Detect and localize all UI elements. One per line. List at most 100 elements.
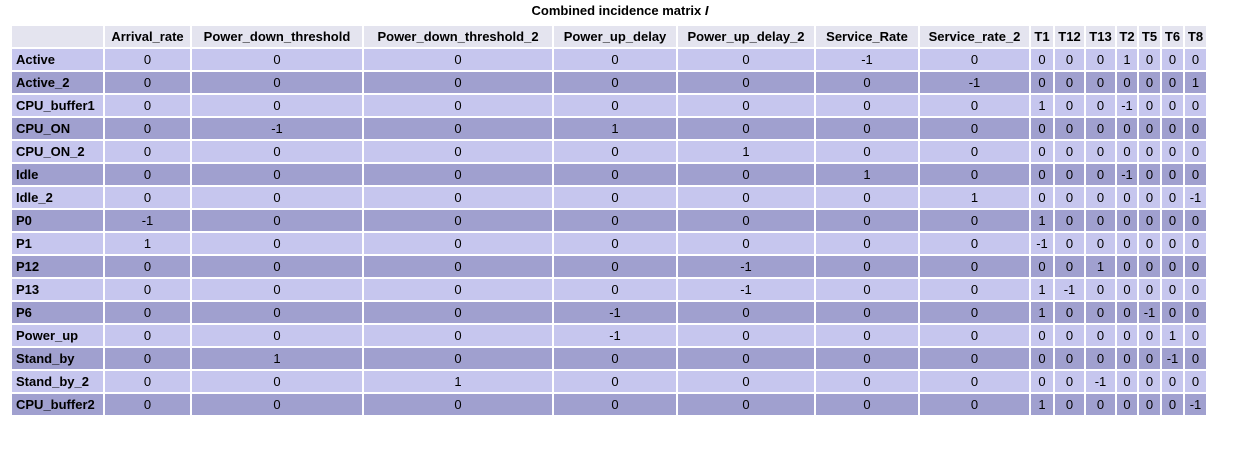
matrix-cell: 0	[1031, 72, 1053, 93]
matrix-cell: 0	[1031, 164, 1053, 185]
matrix-cell: 0	[816, 279, 918, 300]
column-header-t12: T12	[1055, 26, 1084, 47]
matrix-cell: 0	[816, 118, 918, 139]
matrix-row-p13: P13 0 0 0 0 -1 0 0 1 -1 0 0 0 0 0	[12, 279, 1206, 300]
matrix-cell: 0	[1162, 118, 1183, 139]
matrix-cell: 0	[192, 210, 362, 231]
matrix-cell: 0	[1162, 49, 1183, 70]
matrix-row-idle: Idle 0 0 0 0 0 1 0 0 0 0 -1 0 0 0	[12, 164, 1206, 185]
matrix-cell: 0	[364, 256, 552, 277]
matrix-cell: 0	[364, 348, 552, 369]
matrix-cell: 0	[1139, 187, 1160, 208]
column-header-t2: T2	[1117, 26, 1137, 47]
matrix-cell: 0	[554, 256, 676, 277]
matrix-cell: 0	[192, 187, 362, 208]
matrix-row-active: Active 0 0 0 0 0 -1 0 0 0 0 1 0 0 0	[12, 49, 1206, 70]
matrix-cell: 0	[1139, 256, 1160, 277]
matrix-cell: 0	[105, 118, 190, 139]
matrix-cell: 0	[192, 233, 362, 254]
matrix-cell: 0	[1055, 302, 1084, 323]
matrix-cell: 0	[1086, 95, 1115, 116]
matrix-cell: 1	[816, 164, 918, 185]
matrix-cell: 0	[364, 118, 552, 139]
matrix-cell: 0	[1031, 325, 1053, 346]
matrix-cell: 0	[1086, 210, 1115, 231]
row-header-p1: P1	[12, 233, 103, 254]
matrix-cell: 0	[554, 279, 676, 300]
row-header-stand-by: Stand_by	[12, 348, 103, 369]
matrix-cell: 0	[920, 118, 1029, 139]
matrix-title-text: Combined incidence matrix	[531, 3, 705, 18]
matrix-row-p1: P1 1 0 0 0 0 0 0 -1 0 0 0 0 0 0	[12, 233, 1206, 254]
matrix-cell: 0	[1086, 187, 1115, 208]
matrix-cell: 0	[192, 49, 362, 70]
column-header-t8: T8	[1185, 26, 1206, 47]
matrix-cell: 0	[1139, 164, 1160, 185]
matrix-cell: 0	[105, 302, 190, 323]
matrix-cell: 0	[105, 279, 190, 300]
matrix-row-p6: P6 0 0 0 -1 0 0 0 1 0 0 0 -1 0 0	[12, 302, 1206, 323]
matrix-cell: 0	[364, 302, 552, 323]
matrix-cell: 0	[920, 95, 1029, 116]
matrix-cell: 1	[364, 371, 552, 392]
matrix-cell: -1	[1117, 95, 1137, 116]
matrix-cell: 0	[816, 394, 918, 415]
matrix-cell: -1	[1117, 164, 1137, 185]
incidence-matrix-container: Arrival_rate Power_down_threshold Power_do…	[10, 24, 1208, 417]
matrix-cell: 0	[816, 95, 918, 116]
matrix-cell: -1	[192, 118, 362, 139]
column-header-t1: T1	[1031, 26, 1053, 47]
matrix-cell: 0	[1117, 141, 1137, 162]
matrix-cell: 0	[816, 141, 918, 162]
matrix-cell: 0	[678, 164, 814, 185]
matrix-cell: 0	[920, 49, 1029, 70]
matrix-cell: -1	[678, 279, 814, 300]
matrix-cell: -1	[1185, 394, 1206, 415]
matrix-cell: 0	[192, 371, 362, 392]
matrix-cell: 0	[920, 325, 1029, 346]
column-header-power-up-delay-2: Power_up_delay_2	[678, 26, 814, 47]
matrix-cell: 0	[1162, 394, 1183, 415]
matrix-cell: 0	[1162, 371, 1183, 392]
matrix-cell: 0	[364, 233, 552, 254]
matrix-cell: 0	[920, 394, 1029, 415]
row-header-p12: P12	[12, 256, 103, 277]
matrix-cell: 0	[554, 164, 676, 185]
row-header-stand-by-2: Stand_by_2	[12, 371, 103, 392]
matrix-cell: 0	[364, 49, 552, 70]
matrix-cell: -1	[105, 210, 190, 231]
matrix-cell: 0	[105, 371, 190, 392]
matrix-cell: 0	[1139, 210, 1160, 231]
matrix-body: Active 0 0 0 0 0 -1 0 0 0 0 1 0 0 0 Active_2 0 0 0 0 0 0 -1 0 0 0…	[12, 49, 1206, 415]
matrix-cell: 1	[1117, 49, 1137, 70]
matrix-cell: 0	[1055, 141, 1084, 162]
matrix-cell: 0	[678, 233, 814, 254]
matrix-cell: 0	[1055, 394, 1084, 415]
row-header-p13: P13	[12, 279, 103, 300]
matrix-cell: 0	[1139, 279, 1160, 300]
matrix-cell: 0	[920, 164, 1029, 185]
matrix-cell: 0	[1185, 325, 1206, 346]
matrix-cell: 0	[1162, 141, 1183, 162]
matrix-cell: -1	[1031, 233, 1053, 254]
matrix-cell: 0	[364, 72, 552, 93]
matrix-cell: 0	[1117, 371, 1137, 392]
matrix-cell: 0	[1055, 187, 1084, 208]
matrix-cell: 0	[1086, 141, 1115, 162]
matrix-cell: 0	[192, 95, 362, 116]
matrix-row-cpu-on: CPU_ON 0 -1 0 1 0 0 0 0 0 0 0 0 0 0	[12, 118, 1206, 139]
matrix-cell: 1	[192, 348, 362, 369]
matrix-cell: 0	[364, 210, 552, 231]
matrix-cell: 0	[920, 279, 1029, 300]
matrix-cell: 0	[678, 187, 814, 208]
matrix-title-symbol: I	[704, 3, 709, 18]
row-header-idle-2: Idle_2	[12, 187, 103, 208]
matrix-cell: 0	[192, 141, 362, 162]
matrix-cell: 0	[678, 95, 814, 116]
matrix-cell: 0	[1086, 348, 1115, 369]
matrix-cell: -1	[920, 72, 1029, 93]
matrix-cell: 0	[554, 210, 676, 231]
matrix-cell: 0	[1055, 72, 1084, 93]
column-header-service-rate: Service_Rate	[816, 26, 918, 47]
column-header-t5: T5	[1139, 26, 1160, 47]
